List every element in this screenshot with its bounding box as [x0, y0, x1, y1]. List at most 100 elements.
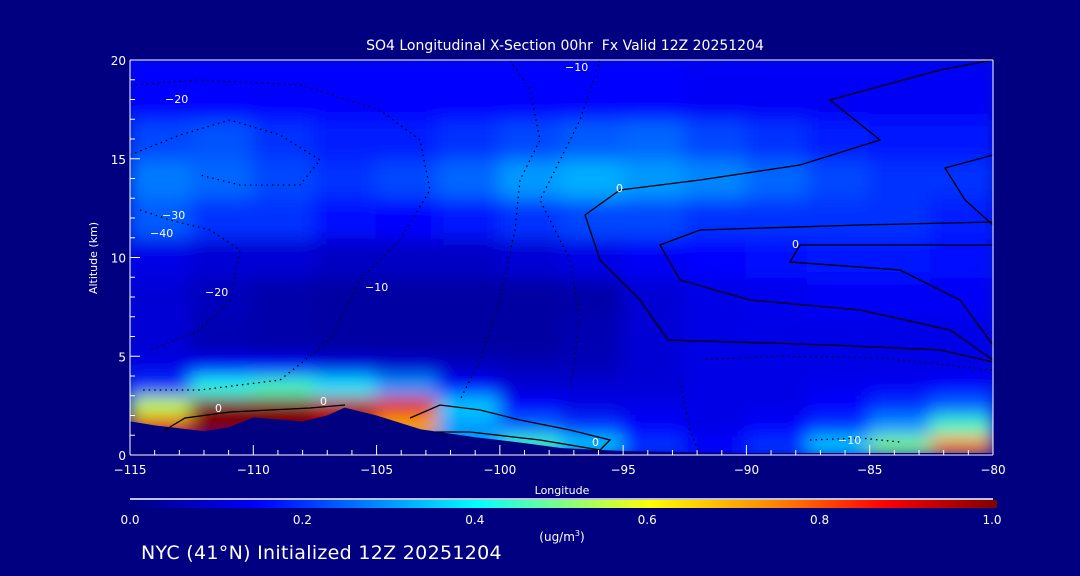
- field-cell: [930, 197, 993, 239]
- field-cell: [560, 60, 625, 121]
- contour-lines-dotted: [130, 60, 993, 455]
- field-cell: [622, 60, 686, 121]
- field-cell: [560, 118, 625, 160]
- field-cell: [560, 315, 625, 358]
- field-cell: [683, 394, 748, 417]
- y-tick-label: 10: [111, 252, 126, 266]
- field-cell: [130, 236, 193, 279]
- field-cell: [807, 315, 871, 358]
- field-cell: [622, 375, 686, 397]
- field-cell: [313, 118, 378, 160]
- field-cell: [313, 315, 378, 358]
- field-cell: [560, 414, 625, 437]
- x-axis-label: Longitude: [535, 484, 590, 497]
- field-cell: [252, 236, 316, 279]
- field-cell: [868, 355, 933, 377]
- field-cell: [375, 394, 440, 417]
- field-cell: [560, 394, 625, 417]
- field-cell: [498, 375, 563, 397]
- contour-line-0: [943, 154, 993, 226]
- field-cell: [560, 375, 625, 397]
- x-tick-label: −90: [734, 463, 759, 477]
- field-cell: [622, 118, 686, 160]
- field-cell: [745, 236, 810, 279]
- field-cell: [868, 414, 933, 437]
- field-cell: [622, 157, 686, 200]
- field-cell: [622, 197, 686, 239]
- field-cell: [807, 355, 871, 377]
- field-cell: [375, 157, 440, 200]
- contour-lines: [164, 60, 993, 451]
- field-cell: [252, 60, 316, 121]
- field-cell: [868, 315, 933, 358]
- field-cell: [930, 118, 993, 160]
- field-cell: [190, 315, 255, 358]
- field-cell: [745, 276, 810, 318]
- field-cell: [622, 394, 686, 417]
- field-cell: [745, 375, 810, 397]
- y-tick-label: 20: [111, 54, 126, 68]
- field-cell: [868, 236, 933, 279]
- field-cell: [683, 434, 748, 455]
- plot-axes: [129, 59, 994, 456]
- field-cell: [190, 60, 255, 121]
- field-cell: [130, 394, 193, 417]
- field-cell: [745, 394, 810, 417]
- field-cell: [130, 60, 193, 121]
- contour-label: 0: [320, 395, 327, 408]
- field-cell: [622, 355, 686, 377]
- field-cell: [375, 315, 440, 358]
- field-cell: [930, 394, 993, 417]
- field-cell: [930, 414, 993, 437]
- field-cell: [498, 394, 563, 417]
- field-cell: [807, 414, 871, 437]
- field-cell: [437, 236, 501, 279]
- field-cell: [130, 118, 193, 160]
- field-cell: [437, 375, 501, 397]
- field-cell: [930, 315, 993, 358]
- field-cell: [252, 197, 316, 239]
- field-cell: [190, 236, 255, 279]
- field-cell: [498, 236, 563, 279]
- field-cell: [868, 394, 933, 417]
- field-cell: [313, 375, 378, 397]
- field-cell: [190, 118, 255, 160]
- footer-caption: NYC (41°N) Initialized 12Z 20251204: [141, 542, 502, 564]
- field-cell: [560, 236, 625, 279]
- field-cell: [190, 276, 255, 318]
- field-cell: [930, 375, 993, 397]
- field-cell: [807, 434, 871, 455]
- contour-line-0: [788, 244, 993, 346]
- x-tick-label: −85: [857, 463, 882, 477]
- field-cell: [868, 434, 933, 455]
- field-cell: [252, 355, 316, 377]
- field-cell: [622, 315, 686, 358]
- colorbar-tick-label: 0.8: [810, 513, 829, 527]
- field-cell: [130, 197, 193, 239]
- field-cell: [130, 157, 193, 200]
- field-cell: [375, 60, 440, 121]
- contour-line-0: [584, 60, 993, 363]
- field-cell: [190, 157, 255, 200]
- field-cell: [498, 414, 563, 437]
- field-cell: [622, 236, 686, 279]
- field-cell: [622, 276, 686, 318]
- field-cell: [252, 394, 316, 417]
- field-cell: [375, 355, 440, 377]
- field-cell: [252, 157, 316, 200]
- contour-label: −10: [565, 61, 588, 74]
- contour-label: 0: [592, 436, 599, 449]
- field-cell: [868, 60, 933, 121]
- contour-label: −30: [162, 209, 185, 222]
- field-cell: [313, 236, 378, 279]
- field-cell: [622, 434, 686, 455]
- field-cell: [375, 236, 440, 279]
- field-cell: [560, 157, 625, 200]
- contour-line-0: [409, 404, 612, 451]
- field-cell: [683, 414, 748, 437]
- y-tick-label: 15: [111, 153, 126, 167]
- field-cell: [930, 157, 993, 200]
- chart-title: SO4 Longitudinal X-Section 00hr Fx Valid…: [366, 38, 764, 54]
- contour-label: −40: [150, 227, 173, 240]
- field-cell: [130, 276, 193, 318]
